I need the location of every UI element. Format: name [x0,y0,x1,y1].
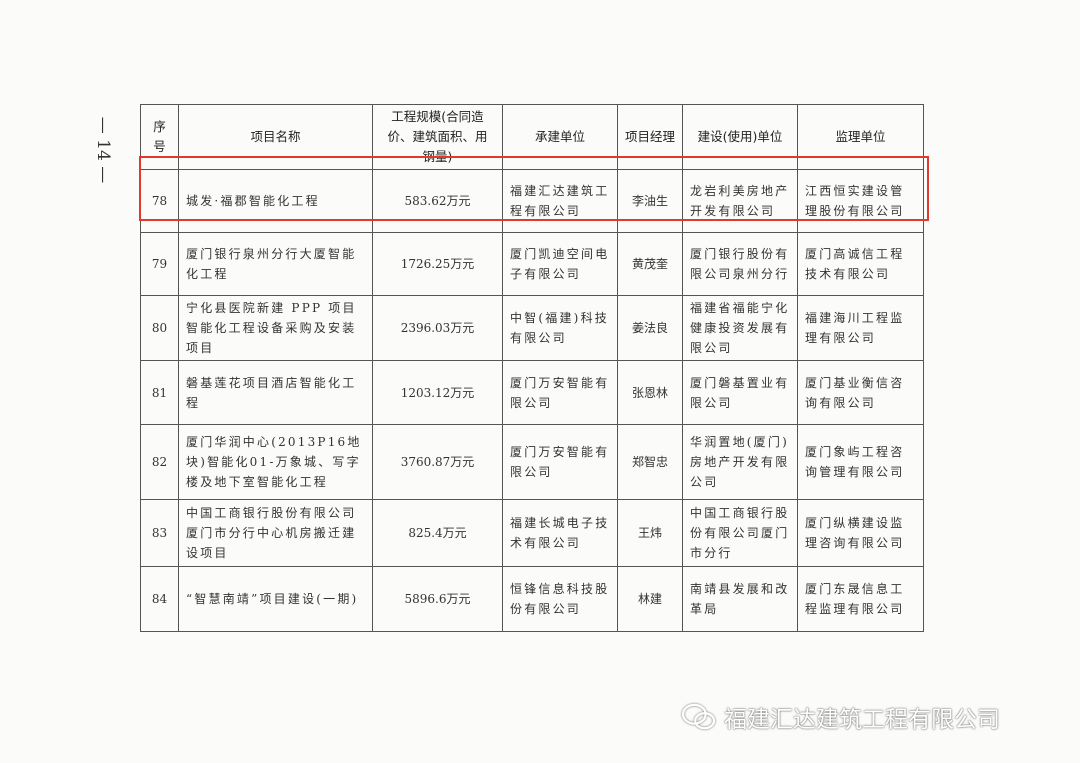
cell-supervisor: 厦门象屿工程咨询管理有限公司 [797,424,924,500]
cell-no: 83 [140,499,179,567]
cell-no: 78 [140,169,179,233]
cell-name: 磐基莲花项目酒店智能化工程 [178,360,373,425]
cell-name: 厦门银行泉州分行大厦智能化工程 [178,232,373,296]
table-row: 80 宁化县医院新建 PPP 项目智能化工程设备采购及安装项目 2396.03万元中… [140,295,924,361]
cell-manager: 郑智忠 [617,424,683,500]
cell-scale: 5896.6万元 [372,566,503,632]
cell-manager: 黄茂奎 [617,232,683,296]
cell-contractor: 恒锋信息科技股份有限公司 [502,566,618,632]
cell-owner: 南靖县发展和改革局 [682,566,798,632]
table-row: 83 中国工商银行股份有限公司厦门市分行中心机房搬迁建设项目 825.4万元 福建长城… [140,499,924,567]
cell-no: 81 [140,360,179,425]
cell-contractor: 中智(福建)科技有限公司 [502,295,618,361]
table-row: 78 城发·福郡智能化工程 583.62万元 福建汇达建筑工程有限公司 李油生 龙岩利美房… [140,169,924,233]
header-manager: 项目经理 [617,104,683,170]
cell-no: 79 [140,232,179,296]
table-row: 82 厦门华润中心(2013P16地块)智能化01-万象城、写字楼及地下室智能化工… [140,424,924,500]
table-header-row: 序号 项目名称 工程规模(合同造价、建筑面积、用钢量) 承建单位 项目经理 建设… [140,104,924,170]
cell-owner: 中国工商银行股份有限公司厦门市分行 [682,499,798,567]
header-contractor: 承建单位 [502,104,618,170]
cell-scale: 3760.87万元 [372,424,503,500]
cell-owner: 龙岩利美房地产开发有限公司 [682,169,798,233]
header-no: 序号 [140,104,179,170]
cell-owner: 华润置地(厦门)房地产开发有限公司 [682,424,798,500]
cell-scale: 1203.12万元 [372,360,503,425]
cell-name: 宁化县医院新建 PPP 项目智能化工程设备采购及安装项目 [178,295,373,361]
cell-manager: 张恩林 [617,360,683,425]
cell-name: 中国工商银行股份有限公司厦门市分行中心机房搬迁建设项目 [178,499,373,567]
project-table: 序号 项目名称 工程规模(合同造价、建筑面积、用钢量) 承建单位 项目经理 建设… [140,104,924,632]
cell-supervisor: 厦门基业衡信咨询有限公司 [797,360,924,425]
cell-manager: 姜法良 [617,295,683,361]
header-name: 项目名称 [178,104,373,170]
cell-contractor: 厦门凯迪空间电子有限公司 [502,232,618,296]
cell-no: 84 [140,566,179,632]
cell-scale: 825.4万元 [372,499,503,567]
cell-no: 82 [140,424,179,500]
cell-supervisor: 厦门高诚信工程技术有限公司 [797,232,924,296]
cell-manager: 王炜 [617,499,683,567]
cell-manager: 李油生 [617,169,683,233]
table-row: 84 “智慧南靖”项目建设(一期) 5896.6万元 恒锋信息科技股份有限公司 林建 南靖… [140,566,924,632]
table-row: 79 厦门银行泉州分行大厦智能化工程 1726.25万元 厦门凯迪空间电子有限公司 黄茂… [140,232,924,296]
cell-contractor: 福建长城电子技术有限公司 [502,499,618,567]
cell-manager: 林建 [617,566,683,632]
cell-name: 城发·福郡智能化工程 [178,169,373,233]
header-owner: 建设(使用)单位 [682,104,798,170]
table-row: 81 磐基莲花项目酒店智能化工程 1203.12万元 厦门万安智能有限公司 张恩林 厦门磐… [140,360,924,425]
wechat-icon [681,703,716,730]
cell-contractor: 福建汇达建筑工程有限公司 [502,169,618,233]
cell-name: 厦门华润中心(2013P16地块)智能化01-万象城、写字楼及地下室智能化工程 [178,424,373,500]
watermark: 福建汇达建筑工程有限公司 [680,700,1000,734]
cell-owner: 福建省福能宁化健康投资发展有限公司 [682,295,798,361]
cell-no: 80 [140,295,179,361]
cell-contractor: 厦门万安智能有限公司 [502,360,618,425]
cell-supervisor: 江西恒实建设管理股份有限公司 [797,169,924,233]
header-scale: 工程规模(合同造价、建筑面积、用钢量) [372,104,503,170]
cell-supervisor: 厦门东晟信息工程监理有限公司 [797,566,924,632]
cell-owner: 厦门磐基置业有限公司 [682,360,798,425]
header-supervisor: 监理单位 [797,104,924,170]
cell-supervisor: 福建海川工程监理有限公司 [797,295,924,361]
cell-supervisor: 厦门纵横建设监理咨询有限公司 [797,499,924,567]
cell-scale: 2396.03万元 [372,295,503,361]
cell-scale: 1726.25万元 [372,232,503,296]
cell-scale: 583.62万元 [372,169,503,233]
cell-owner: 厦门银行股份有限公司泉州分行 [682,232,798,296]
cell-name: “智慧南靖”项目建设(一期) [178,566,373,632]
cell-contractor: 厦门万安智能有限公司 [502,424,618,500]
page-number: — 14 — [93,116,114,184]
